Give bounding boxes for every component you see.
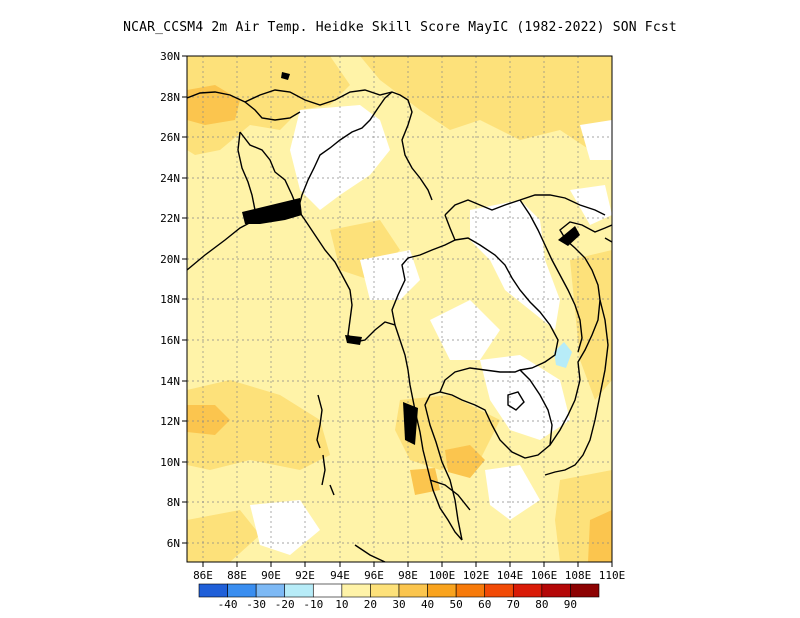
lon-label: 86E (193, 569, 213, 582)
border-nepal-bhutan (187, 91, 301, 121)
colorbar-swatch (512, 583, 543, 598)
colorbar-swatch (255, 583, 286, 598)
longitude-labels: 86E 88E 90E 92E 94E 96E 98E 100E 102E 10… (193, 569, 625, 582)
axis-ticks (182, 55, 613, 567)
coast-andaman-2 (321, 454, 326, 486)
lon-label: 92E (295, 569, 315, 582)
lat-label: 30N (160, 50, 180, 63)
plot-frame (186, 55, 613, 563)
colorbar: -40 -30 -20 -10 10 20 30 40 50 60 70 80 90 (198, 583, 600, 611)
colorbar-label: 30 (392, 598, 405, 611)
lon-label: 94E (330, 569, 350, 582)
fill-30-40-w (187, 405, 230, 435)
coastline-south-vietnam (544, 299, 609, 476)
border-india-china (244, 89, 393, 106)
fill-white-cambodia (480, 355, 570, 440)
lon-label: 104E (497, 569, 524, 582)
border-thai-malay (429, 479, 471, 511)
colorbar-swatch (341, 583, 371, 598)
fill-20-30-sw (187, 510, 260, 562)
lon-label: 100E (429, 569, 456, 582)
colorbar-swatch (541, 583, 571, 598)
lon-label: 88E (227, 569, 247, 582)
coast-nicobar (329, 484, 335, 496)
fill-white-thai (430, 300, 500, 360)
colorbar-label: 80 (535, 598, 548, 611)
lat-label: 18N (160, 293, 180, 306)
lon-label: 108E (565, 569, 592, 582)
fill-20-30-west (187, 380, 330, 470)
colorbar-label: 20 (364, 598, 377, 611)
colorbar-swatch (455, 583, 486, 598)
lake-tonle-sap (507, 391, 525, 411)
colorbar-swatch (227, 583, 257, 598)
fill-negative-patch (554, 342, 572, 368)
colorbar-label: 70 (507, 598, 520, 611)
lat-label: 20N (160, 253, 180, 266)
lat-label: 26N (160, 131, 180, 144)
border-laos-vietnam (519, 199, 583, 353)
colorbar-swatch (370, 583, 400, 598)
fill-white-laos (470, 200, 560, 330)
fill-30-40-s (445, 445, 485, 478)
lat-label: 10N (160, 456, 180, 469)
fill-white-ne (580, 120, 612, 160)
latitude-labels: 30N 28N 26N 24N 22N 20N 18N 16N 14N 12N … (160, 50, 180, 550)
colorbar-label: 10 (335, 598, 348, 611)
lat-label: 12N (160, 415, 180, 428)
lat-label: 6N (167, 537, 180, 550)
fill-20-30-nw (187, 56, 350, 155)
lat-label: 24N (160, 172, 180, 185)
colorbar-label: -10 (303, 598, 323, 611)
fill-white-south (250, 500, 320, 555)
colorbar-label: -20 (275, 598, 295, 611)
colorbar-swatch (284, 583, 314, 598)
colorbar-swatch (570, 583, 600, 598)
lon-label: 102E (463, 569, 490, 582)
coast-hainan (604, 237, 612, 243)
fill-30-40-se (588, 510, 612, 562)
coastline-gulf-of-thailand (424, 221, 612, 541)
border-vietnam-china (519, 194, 606, 216)
colorbar-label: 40 (421, 598, 434, 611)
colorbar-label: 60 (478, 598, 491, 611)
colorbar-swatch (312, 583, 343, 598)
colorbar-label: -30 (246, 598, 266, 611)
colorbar-swatch (398, 583, 428, 598)
border-laos-china (444, 199, 521, 216)
colorbar-label: -40 (218, 598, 238, 611)
fill-white-east (570, 185, 612, 225)
border-bangladesh (239, 131, 299, 211)
shaded-field (187, 56, 612, 562)
coastal-islands (242, 72, 580, 445)
colorbar-label: 50 (450, 598, 463, 611)
map-title: NCAR_CCSM4 2m Air Temp. Heidke Skill Sco… (123, 20, 677, 35)
lon-label: 98E (398, 569, 418, 582)
fill-20-30-north (360, 56, 612, 150)
fill-white-gulf (485, 465, 540, 520)
coast-andaman-1 (316, 394, 323, 449)
border-cambodia (439, 367, 553, 446)
lon-label: 90E (261, 569, 281, 582)
lon-label: 106E (531, 569, 558, 582)
border-myanmar-india (297, 91, 433, 211)
colorbar-swatch (484, 583, 514, 598)
border-laos-thailand (454, 237, 559, 371)
lon-label: 96E (364, 569, 384, 582)
lat-label: 8N (167, 496, 180, 509)
fill-20-30-east (570, 250, 612, 400)
lon-label: 110E (599, 569, 626, 582)
colorbar-label: 90 (564, 598, 577, 611)
colorbar-swatch (198, 583, 228, 598)
lat-label: 28N (160, 91, 180, 104)
coast-sumatra (354, 544, 386, 562)
colorbar-swatch (427, 583, 457, 598)
border-myanmar-thailand (391, 214, 456, 326)
lat-label: 14N (160, 375, 180, 388)
lat-label: 16N (160, 334, 180, 347)
lat-label: 22N (160, 212, 180, 225)
